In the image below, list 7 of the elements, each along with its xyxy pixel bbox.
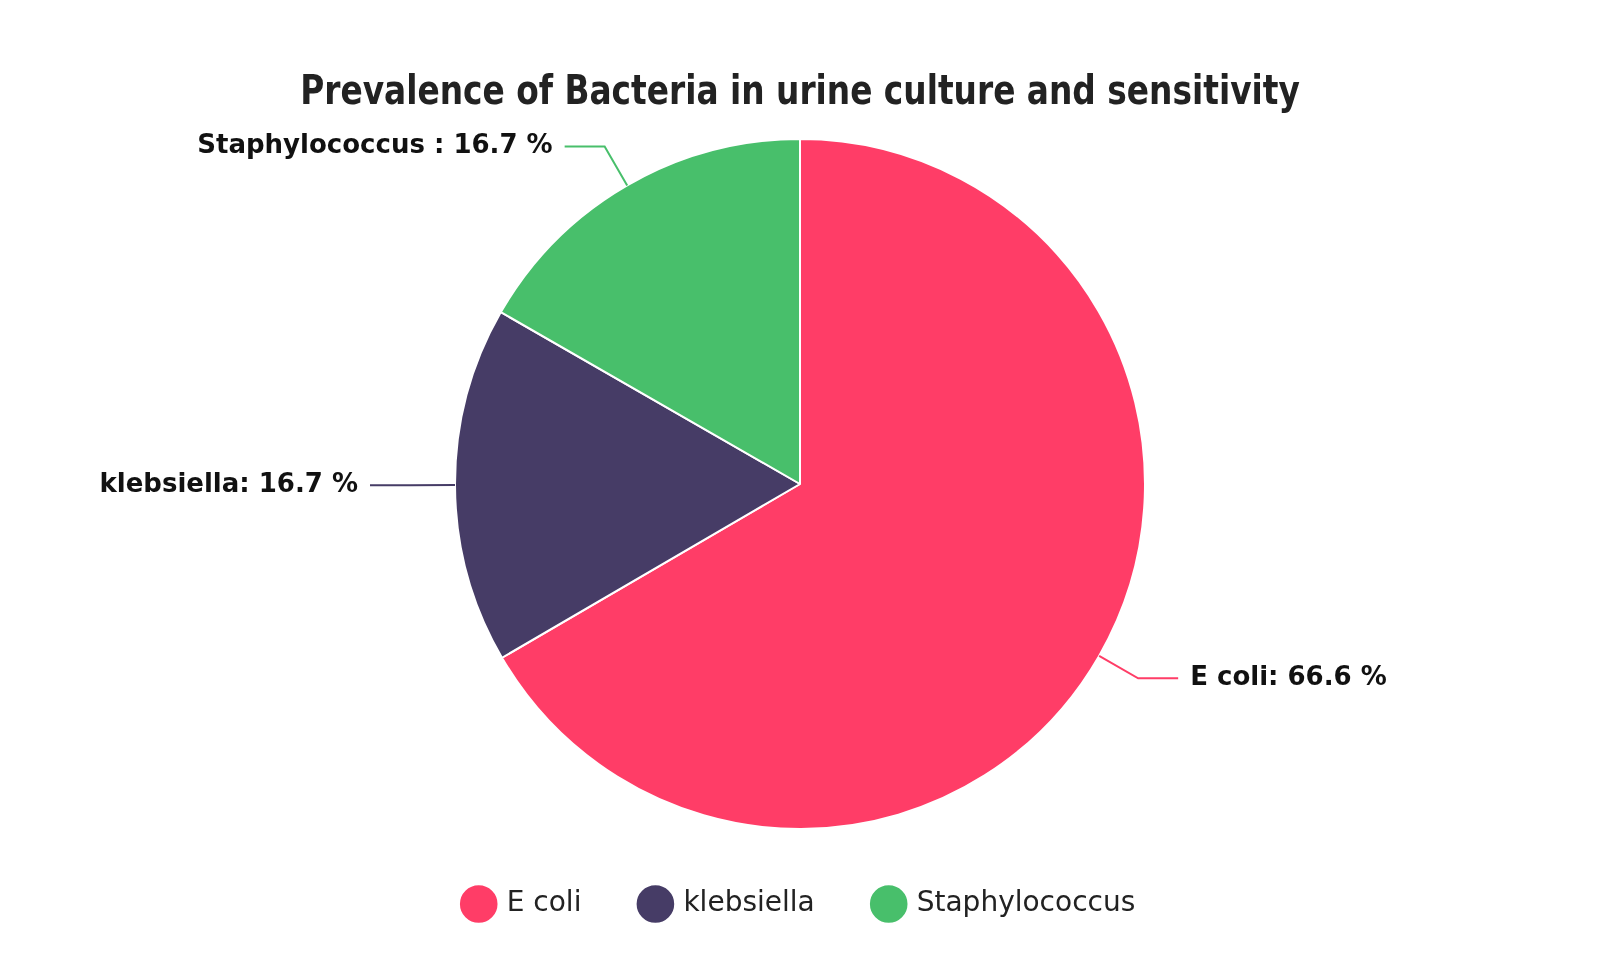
data-label: Staphylococcus : 16.7 % xyxy=(197,129,553,160)
data-label: klebsiella: 16.7 % xyxy=(99,467,358,498)
legend-label: klebsiella xyxy=(683,885,815,919)
chart-title: Prevalence of Bacteria in urine culture and sensitivity xyxy=(300,67,1300,115)
legend-label: E coli xyxy=(506,885,582,919)
data-label: E coli: 66.6 % xyxy=(1190,661,1387,692)
legend-label: Staphylococcus xyxy=(916,885,1136,919)
